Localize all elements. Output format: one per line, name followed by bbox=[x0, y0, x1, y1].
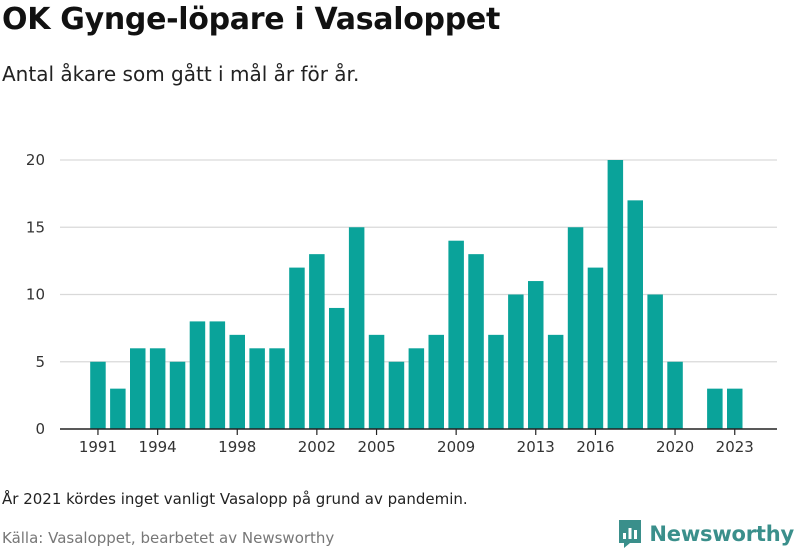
bar-2006 bbox=[388, 361, 405, 429]
y-tick-label: 10 bbox=[26, 286, 45, 304]
bar-2010 bbox=[468, 254, 484, 429]
bar-1991 bbox=[90, 361, 106, 429]
x-tick-label: 2023 bbox=[716, 438, 754, 456]
bar-2003 bbox=[329, 307, 345, 429]
bar-2016 bbox=[587, 267, 604, 429]
x-tick-label: 1991 bbox=[79, 438, 117, 456]
newsworthy-wordmark: Newsworthy bbox=[649, 522, 794, 546]
bar-1998 bbox=[229, 334, 245, 429]
bar-2002 bbox=[309, 254, 325, 429]
bar-1993 bbox=[130, 348, 146, 429]
bar-1995 bbox=[169, 361, 186, 429]
bar-1996 bbox=[189, 321, 206, 429]
bar-2004 bbox=[348, 227, 365, 429]
newsworthy-logo[interactable]: Newsworthy bbox=[618, 519, 794, 549]
x-tick-label: 2013 bbox=[517, 438, 555, 456]
bar-2017 bbox=[607, 160, 624, 429]
bar-2000 bbox=[269, 348, 285, 429]
x-tick-label: 2009 bbox=[437, 438, 475, 456]
x-tick-label: 1998 bbox=[218, 438, 256, 456]
bar-1994 bbox=[149, 348, 166, 429]
chart-title: OK Gynge-löpare i Vasaloppet bbox=[2, 2, 500, 37]
x-tick-label: 2005 bbox=[357, 438, 395, 456]
chart-subtitle: Antal åkare som gått i mål år för år. bbox=[2, 62, 360, 86]
bar-2022 bbox=[707, 388, 723, 429]
bar-1997 bbox=[209, 321, 226, 429]
x-tick-label: 2020 bbox=[656, 438, 694, 456]
y-tick-label: 0 bbox=[35, 420, 45, 438]
bar-2019 bbox=[647, 294, 663, 429]
x-tick-label: 2016 bbox=[576, 438, 614, 456]
bar-2008 bbox=[428, 334, 444, 429]
bar-2009 bbox=[448, 240, 464, 429]
bar-2014 bbox=[547, 334, 564, 429]
bar-2018 bbox=[627, 200, 643, 429]
x-tick-label: 2002 bbox=[298, 438, 336, 456]
newsworthy-logo-icon bbox=[619, 520, 642, 548]
bar-2020 bbox=[667, 361, 683, 429]
footnote: År 2021 kördes inget vanligt Vasalopp på… bbox=[2, 490, 468, 508]
bar-2007 bbox=[408, 348, 425, 429]
bar-1992 bbox=[110, 388, 126, 429]
bar-2005 bbox=[368, 334, 385, 429]
bar-2011 bbox=[488, 334, 504, 429]
y-tick-label: 20 bbox=[26, 151, 45, 169]
y-tick-label: 5 bbox=[35, 353, 45, 371]
bar-chart: 0 5 10 15 20 1991 1994 1998 2002 2005 2009 2013 2016… bbox=[26, 151, 777, 456]
x-tick-label: 1994 bbox=[139, 438, 177, 456]
bar-1999 bbox=[249, 348, 265, 429]
bar-2015 bbox=[567, 227, 584, 429]
source-credit: Källa: Vasaloppet, bearbetet av Newswort… bbox=[2, 529, 335, 547]
bar-2012 bbox=[508, 294, 524, 429]
bar-2023 bbox=[727, 388, 743, 429]
bar-2013 bbox=[528, 281, 544, 429]
bar-2001 bbox=[289, 267, 305, 429]
y-tick-label: 15 bbox=[26, 218, 45, 236]
